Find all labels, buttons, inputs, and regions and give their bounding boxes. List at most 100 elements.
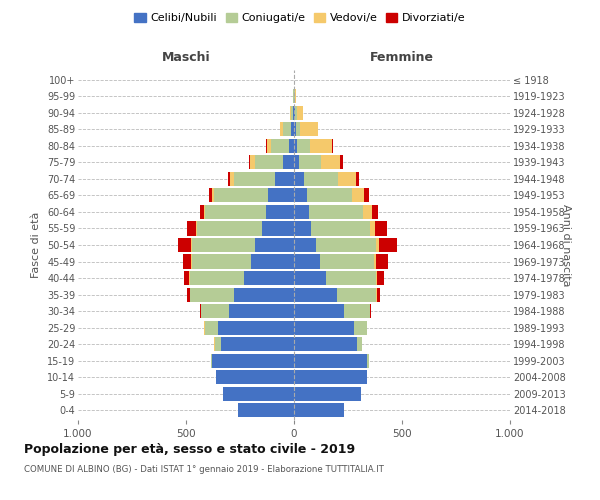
- Bar: [352, 188, 364, 202]
- Text: COMUNE DI ALBINO (BG) - Dati ISTAT 1° gennaio 2019 - Elaborazione TUTTITALIA.IT: COMUNE DI ALBINO (BG) - Dati ISTAT 1° ge…: [24, 465, 384, 474]
- Bar: [191, 254, 193, 268]
- Text: Maschi: Maschi: [161, 51, 211, 64]
- Text: Femmine: Femmine: [370, 51, 434, 64]
- Bar: [205, 205, 266, 219]
- Y-axis label: Fasce di età: Fasce di età: [31, 212, 41, 278]
- Bar: [251, 254, 294, 268]
- Bar: [363, 205, 372, 219]
- Text: Popolazione per età, sesso e stato civile - 2019: Popolazione per età, sesso e stato civil…: [24, 442, 355, 456]
- Bar: [294, 370, 367, 384]
- Bar: [290, 106, 291, 120]
- Bar: [200, 304, 201, 318]
- Bar: [191, 238, 193, 252]
- Bar: [255, 238, 294, 252]
- Bar: [267, 139, 271, 153]
- Bar: [283, 122, 291, 136]
- Bar: [294, 222, 311, 235]
- Bar: [296, 122, 301, 136]
- Bar: [230, 172, 233, 186]
- Bar: [294, 172, 304, 186]
- Bar: [356, 337, 362, 351]
- Bar: [294, 188, 307, 202]
- Bar: [294, 205, 309, 219]
- Bar: [291, 122, 294, 136]
- Bar: [190, 271, 244, 285]
- Bar: [196, 222, 197, 235]
- Bar: [374, 254, 376, 268]
- Bar: [294, 271, 326, 285]
- Bar: [289, 139, 294, 153]
- Bar: [337, 288, 376, 302]
- Bar: [372, 205, 378, 219]
- Bar: [294, 337, 356, 351]
- Bar: [209, 188, 212, 202]
- Y-axis label: Anni di nascita: Anni di nascita: [561, 204, 571, 286]
- Bar: [376, 238, 379, 252]
- Bar: [376, 288, 377, 302]
- Bar: [187, 288, 190, 302]
- Bar: [189, 271, 190, 285]
- Bar: [375, 222, 387, 235]
- Bar: [201, 304, 229, 318]
- Bar: [316, 238, 376, 252]
- Bar: [294, 320, 355, 334]
- Bar: [248, 156, 250, 170]
- Bar: [294, 106, 295, 120]
- Bar: [187, 222, 196, 235]
- Bar: [228, 172, 230, 186]
- Bar: [190, 288, 233, 302]
- Bar: [193, 238, 255, 252]
- Bar: [376, 271, 377, 285]
- Bar: [320, 254, 374, 268]
- Bar: [283, 156, 294, 170]
- Bar: [355, 320, 367, 334]
- Bar: [356, 172, 359, 186]
- Bar: [370, 222, 375, 235]
- Bar: [376, 254, 388, 268]
- Bar: [294, 254, 320, 268]
- Bar: [266, 139, 267, 153]
- Legend: Celibi/Nubili, Coniugati/e, Vedovi/e, Divorziati/e: Celibi/Nubili, Coniugati/e, Vedovi/e, Di…: [130, 8, 470, 28]
- Bar: [211, 354, 212, 368]
- Bar: [215, 337, 221, 351]
- Bar: [184, 271, 189, 285]
- Bar: [212, 354, 294, 368]
- Bar: [326, 271, 376, 285]
- Bar: [309, 205, 363, 219]
- Bar: [214, 337, 215, 351]
- Bar: [229, 304, 294, 318]
- Bar: [271, 139, 289, 153]
- Bar: [332, 139, 333, 153]
- Bar: [216, 370, 294, 384]
- Bar: [178, 238, 191, 252]
- Bar: [294, 354, 367, 368]
- Bar: [370, 304, 371, 318]
- Bar: [301, 122, 318, 136]
- Bar: [367, 354, 368, 368]
- Bar: [233, 172, 275, 186]
- Bar: [294, 386, 361, 400]
- Bar: [255, 156, 283, 170]
- Bar: [214, 188, 268, 202]
- Bar: [321, 156, 340, 170]
- Bar: [297, 139, 310, 153]
- Bar: [377, 288, 380, 302]
- Bar: [294, 304, 344, 318]
- Bar: [275, 172, 294, 186]
- Bar: [295, 106, 297, 120]
- Bar: [297, 106, 303, 120]
- Bar: [294, 122, 296, 136]
- Bar: [205, 320, 218, 334]
- Bar: [295, 90, 296, 104]
- Bar: [377, 271, 383, 285]
- Bar: [304, 172, 338, 186]
- Bar: [218, 320, 294, 334]
- Bar: [244, 271, 294, 285]
- Bar: [221, 337, 294, 351]
- Bar: [294, 238, 316, 252]
- Bar: [340, 156, 343, 170]
- Bar: [183, 254, 191, 268]
- Bar: [338, 172, 356, 186]
- Bar: [379, 238, 397, 252]
- Bar: [311, 222, 370, 235]
